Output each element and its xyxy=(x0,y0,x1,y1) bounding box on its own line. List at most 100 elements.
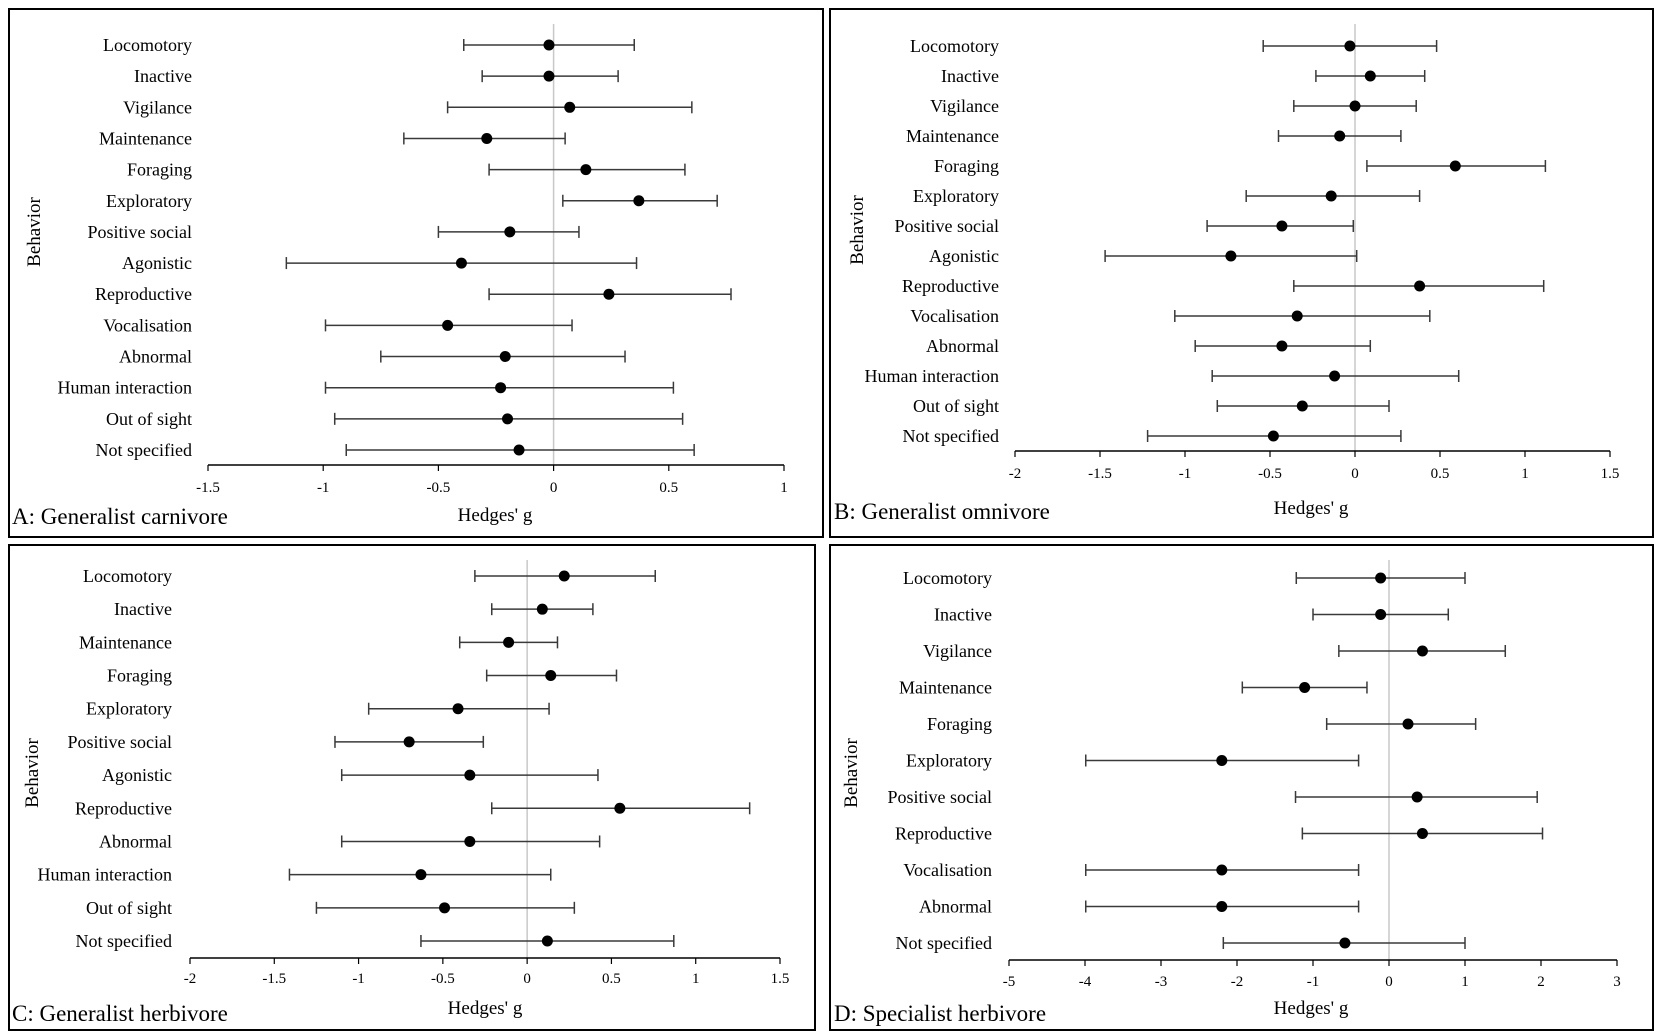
category-label: Locomotory xyxy=(903,568,992,588)
forest-row: Human interaction xyxy=(38,865,552,885)
forest-row: Maintenance xyxy=(906,126,1402,146)
category-label: Vigilance xyxy=(930,96,999,116)
x-tick-label: 0 xyxy=(1351,466,1359,482)
forest-row: Vocalisation xyxy=(903,860,1360,880)
x-tick-label: 1.5 xyxy=(771,971,790,987)
forest-row: Abnormal xyxy=(99,831,601,851)
forest-row: Locomotory xyxy=(910,36,1438,56)
x-tick-label: -2 xyxy=(1009,466,1022,482)
x-axis-title: Hedges' g xyxy=(1274,498,1349,519)
x-tick-label: 0 xyxy=(1385,974,1393,990)
forest-row: Positive social xyxy=(888,787,1538,807)
category-label: Human interaction xyxy=(58,378,192,398)
panel-frame xyxy=(8,544,816,1031)
forest-row: Agonistic xyxy=(102,765,599,785)
effect-point xyxy=(1216,901,1228,912)
category-label: Foraging xyxy=(107,666,172,686)
x-tick-label: 1 xyxy=(1521,466,1529,482)
category-label: Locomotory xyxy=(910,36,999,56)
category-label: Exploratory xyxy=(906,751,992,771)
x-tick-label: 1 xyxy=(780,480,788,496)
y-axis-title: Behavior xyxy=(841,738,862,808)
category-label: Exploratory xyxy=(913,186,999,206)
category-label: Vocalisation xyxy=(903,860,992,880)
effect-point xyxy=(455,257,467,269)
effect-point xyxy=(415,869,427,881)
forest-row: Exploratory xyxy=(106,191,718,211)
x-tick-label: -3 xyxy=(1155,974,1168,990)
forest-row: Out of sight xyxy=(913,396,1390,416)
effect-point xyxy=(1344,40,1356,52)
effect-point xyxy=(1411,791,1423,803)
effect-point xyxy=(1329,370,1341,382)
panel-a: -1.5 -1 -0.5 0 0.5 1 Locomotory Inactive Vigilan… xyxy=(8,8,824,538)
forest-row: Exploratory xyxy=(913,186,1421,206)
effect-point xyxy=(503,636,515,648)
effect-point xyxy=(603,288,615,300)
category-label: Abnormal xyxy=(119,347,192,367)
forest-row: Out of sight xyxy=(86,898,576,918)
effect-point xyxy=(452,703,464,715)
forest-row: Foraging xyxy=(127,160,686,180)
forest-row: Inactive xyxy=(934,605,1450,625)
category-label: Inactive xyxy=(941,66,999,86)
category-label: Foraging xyxy=(127,160,192,180)
category-label: Out of sight xyxy=(913,396,999,416)
effect-point xyxy=(536,603,548,615)
category-label: Vigilance xyxy=(923,641,992,661)
x-tick-label: -1 xyxy=(352,971,365,987)
effect-point xyxy=(541,935,553,947)
effect-point xyxy=(464,835,476,847)
panel-frame xyxy=(829,8,1654,538)
forest-row: Positive social xyxy=(895,216,1355,236)
effect-point xyxy=(580,164,592,176)
category-label: Positive social xyxy=(888,787,993,807)
x-tick-label: -1 xyxy=(317,480,330,496)
panel-title: B: Generalist omnivore xyxy=(834,499,1050,524)
effect-point xyxy=(545,670,557,682)
forest-row: Not specified xyxy=(903,426,1402,446)
effect-point xyxy=(614,802,626,814)
x-tick-label: -1 xyxy=(1307,974,1320,990)
panel-title: C: Generalist herbivore xyxy=(12,1001,228,1026)
category-label: Out of sight xyxy=(106,409,192,429)
forest-row: Out of sight xyxy=(106,409,684,429)
category-label: Inactive xyxy=(934,605,992,625)
forest-row: Inactive xyxy=(134,66,619,86)
effect-point xyxy=(1375,572,1387,584)
forest-row: Reproductive xyxy=(895,824,1544,844)
effect-point xyxy=(1276,340,1288,352)
effect-point xyxy=(1402,718,1414,730)
effect-point xyxy=(1276,220,1288,232)
category-label: Maintenance xyxy=(79,632,172,652)
effect-point xyxy=(564,101,576,113)
effect-point xyxy=(543,39,555,51)
forest-row: Human interaction xyxy=(58,378,675,398)
category-label: Agonistic xyxy=(929,246,999,266)
panel-b: -2 -1.5 -1 -0.5 0 0.5 1 1.5 Locomotory Inactive Vi… xyxy=(829,8,1654,538)
effect-point xyxy=(1334,130,1346,142)
category-label: Agonistic xyxy=(122,253,192,273)
category-label: Vigilance xyxy=(123,97,192,117)
forest-row: Maintenance xyxy=(79,632,559,652)
category-label: Abnormal xyxy=(919,897,992,917)
forest-row: Foraging xyxy=(927,714,1477,734)
forest-row: Foraging xyxy=(934,156,1547,176)
x-tick-label: 0.5 xyxy=(1431,466,1450,482)
x-axis-title: Hedges' g xyxy=(1274,998,1349,1019)
effect-point xyxy=(499,351,511,363)
x-tick-label: 0.5 xyxy=(659,480,678,496)
effect-point xyxy=(1296,400,1308,412)
x-tick-label: -2 xyxy=(1231,974,1244,990)
x-tick-label: -4 xyxy=(1079,974,1092,990)
category-label: Maintenance xyxy=(906,126,999,146)
forest-row: Abnormal xyxy=(119,347,626,367)
effect-point xyxy=(481,132,493,144)
forest-row: Vigilance xyxy=(930,96,1417,116)
category-label: Foraging xyxy=(927,714,992,734)
category-label: Maintenance xyxy=(899,678,992,698)
effect-point xyxy=(1375,609,1387,620)
x-tick-label: 3 xyxy=(1613,974,1621,990)
effect-point xyxy=(513,444,525,456)
